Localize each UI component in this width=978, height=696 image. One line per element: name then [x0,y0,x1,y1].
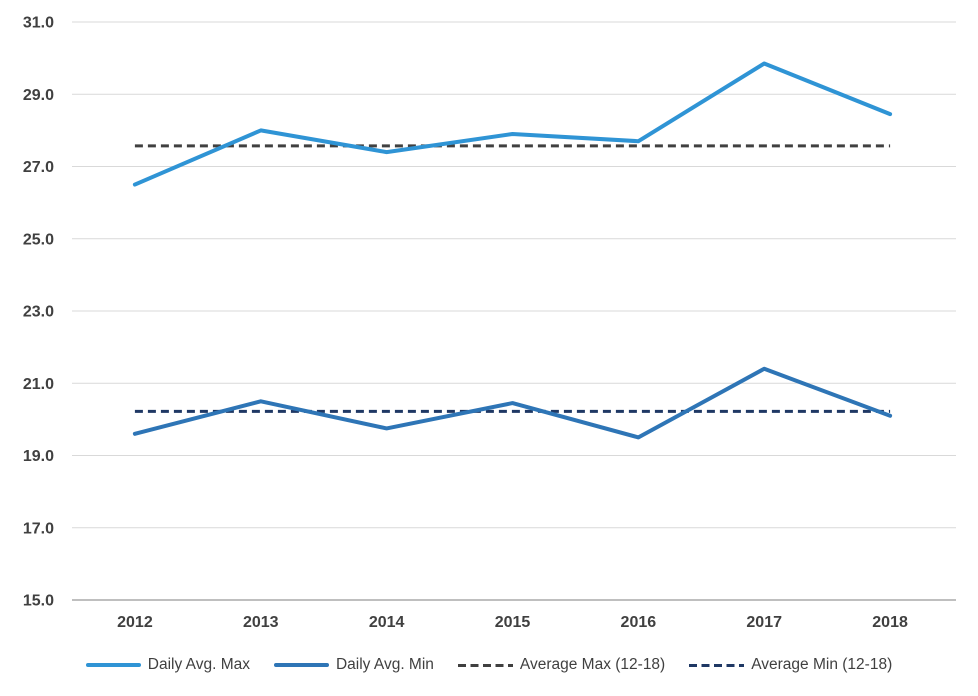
y-axis-tick-label: 19.0 [23,448,54,465]
legend-label: Average Min (12-18) [751,656,893,673]
legend-label: Daily Avg. Max [147,656,250,673]
x-axis-tick-label: 2016 [621,614,657,631]
legend-line-sample-daily-avg-min [273,663,329,667]
y-axis-tick-label: 31.0 [23,15,54,32]
y-axis-tick-label: 17.0 [23,520,54,537]
legend-item-average-max-12-18: Average Max (12-18) [457,656,666,674]
y-axis-tick-label: 23.0 [23,304,54,321]
y-axis-tick-label: 27.0 [23,159,54,176]
legend-item-daily-avg-max: Daily Avg. Max [85,656,250,674]
plot-area: 31.0 29.0 27.0 25.0 23.0 21.0 19.0 17.0 15.0 2012… [23,15,956,631]
legend-line-sample-daily-avg-max [85,663,141,667]
series-line-daily-avg-max [132,61,893,187]
chart-legend: Daily Avg. Max Daily Avg. Min Average Max … [0,648,978,682]
x-axis-tick-label: 2012 [117,614,153,631]
x-axis-tick-label: 2017 [746,614,782,631]
y-axis-tick-label: 29.0 [23,87,54,104]
y-axis-tick-label: 21.0 [23,376,54,393]
legend-label: Average Max (12-18) [519,656,666,673]
x-axis-tick-label: 2018 [872,614,908,631]
legend-line-sample-average-min-12-18 [689,663,745,667]
x-axis-tick-label: 2014 [369,614,405,631]
legend-label: Daily Avg. Min [335,656,434,673]
x-axis-tick-label: 2013 [243,614,279,631]
y-axis-tick-label: 25.0 [23,231,54,248]
legend-item-daily-avg-min: Daily Avg. Min [273,656,434,674]
legend-line-sample-average-max-12-18 [457,663,513,667]
series-line-daily-avg-min [132,366,893,440]
y-axis-tick-label: 15.0 [23,593,54,610]
legend-item-average-min-12-18: Average Min (12-18) [689,656,892,674]
x-axis-tick-label: 2015 [495,614,531,631]
